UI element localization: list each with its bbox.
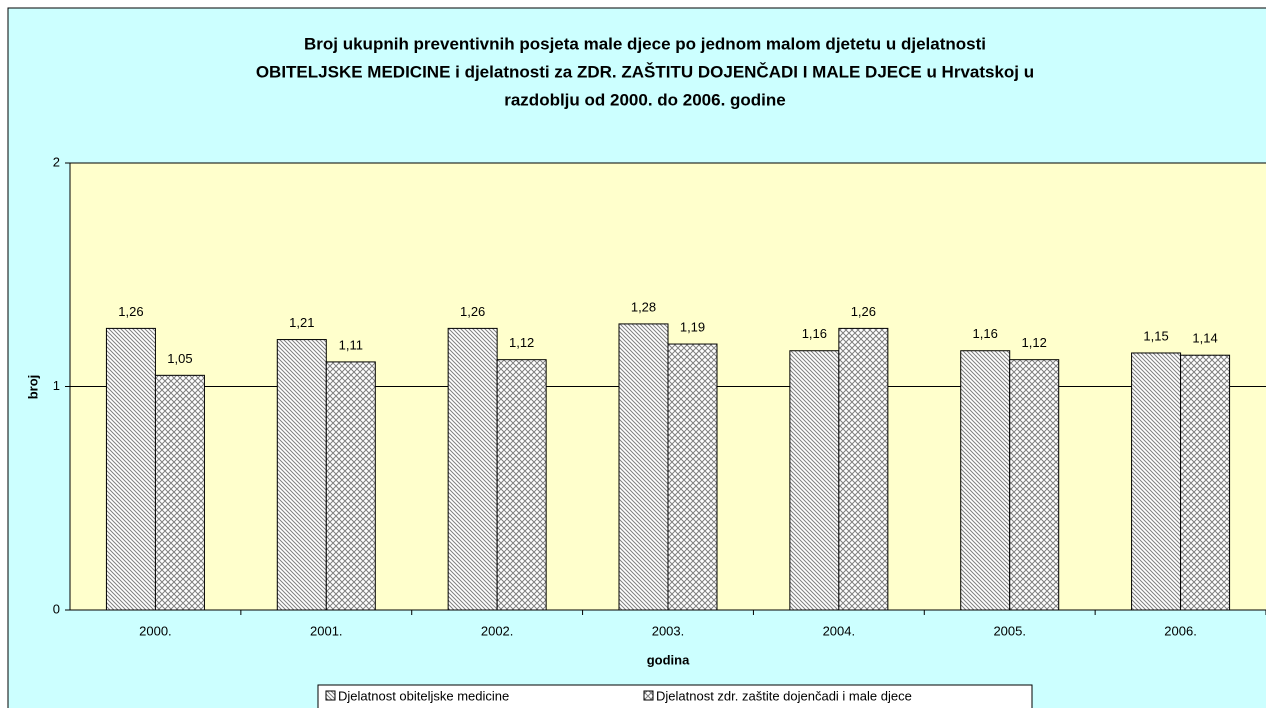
bar bbox=[667, 343, 718, 611]
value-label: 1,28 bbox=[631, 299, 656, 314]
bar bbox=[1009, 359, 1060, 611]
x-axis-title: godina bbox=[647, 652, 690, 667]
bar bbox=[838, 327, 889, 611]
bar bbox=[789, 350, 840, 611]
bar bbox=[154, 374, 205, 611]
x-tick-label: 2004. bbox=[823, 623, 856, 638]
value-label: 1,05 bbox=[167, 351, 192, 366]
bar bbox=[960, 350, 1011, 611]
value-label: 1,26 bbox=[851, 304, 876, 319]
x-tick-label: 2002. bbox=[481, 623, 514, 638]
legend-swatch bbox=[325, 690, 336, 701]
x-tick-label: 2003. bbox=[652, 623, 685, 638]
legend-label: Djelatnost zdr. zaštite dojenčadi i male… bbox=[656, 688, 912, 703]
value-label: 1,16 bbox=[973, 326, 998, 341]
value-label: 1,12 bbox=[509, 335, 534, 350]
value-label: 1,15 bbox=[1143, 328, 1168, 343]
bar bbox=[105, 327, 156, 611]
x-tick-label: 2000. bbox=[139, 623, 172, 638]
bar bbox=[325, 361, 376, 611]
x-tick-label: 2006. bbox=[1164, 623, 1197, 638]
bar bbox=[447, 327, 498, 611]
bar bbox=[1180, 354, 1231, 611]
chart-title: Broj ukupnih preventivnih posjeta male d… bbox=[304, 34, 986, 53]
legend-swatch bbox=[643, 690, 654, 701]
value-label: 1,14 bbox=[1192, 331, 1217, 346]
value-label: 1,19 bbox=[680, 319, 705, 334]
value-label: 1,21 bbox=[289, 315, 314, 330]
bar bbox=[1131, 352, 1182, 611]
x-tick-label: 2001. bbox=[310, 623, 343, 638]
value-label: 1,26 bbox=[460, 304, 485, 319]
x-tick-label: 2005. bbox=[993, 623, 1026, 638]
y-tick-label: 0 bbox=[53, 601, 60, 616]
bar bbox=[496, 359, 547, 611]
chart-title: razdoblju od 2000. do 2006. godine bbox=[504, 90, 786, 109]
legend bbox=[317, 684, 1033, 708]
bar bbox=[276, 339, 327, 611]
y-tick-label: 1 bbox=[53, 378, 60, 393]
legend-label: Djelatnost obiteljske medicine bbox=[338, 688, 509, 703]
value-label: 1,12 bbox=[1022, 335, 1047, 350]
value-label: 1,16 bbox=[802, 326, 827, 341]
bar bbox=[618, 323, 669, 611]
y-axis-title: broj bbox=[25, 375, 40, 400]
chart-title: OBITELJSKE MEDICINE i djelatnosti za ZDR… bbox=[256, 62, 1034, 81]
y-tick-label: 2 bbox=[53, 154, 60, 169]
value-label: 1,11 bbox=[339, 337, 363, 352]
value-label: 1,26 bbox=[118, 304, 143, 319]
